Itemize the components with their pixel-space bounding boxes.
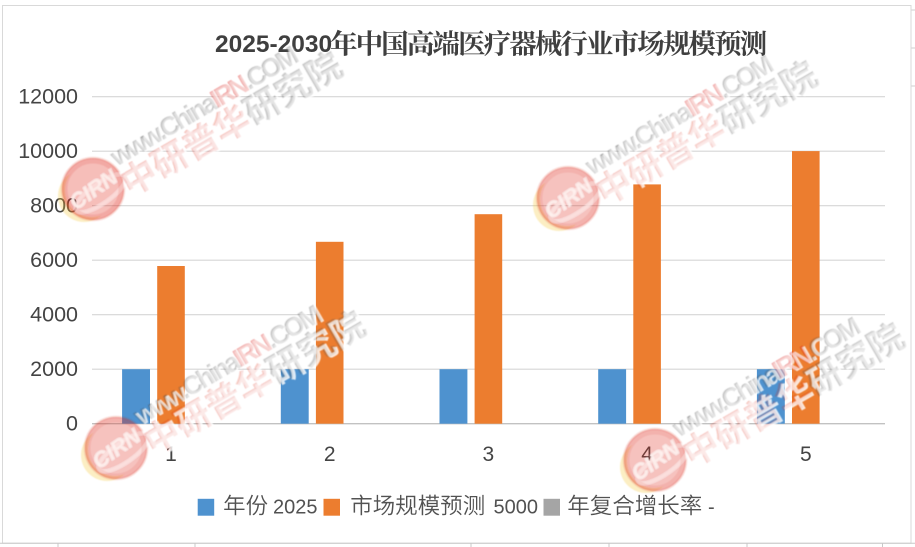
svg-text:4000: 4000 <box>30 303 78 327</box>
svg-text:2000: 2000 <box>30 357 78 381</box>
svg-text:1: 1 <box>165 443 177 466</box>
svg-text:-: - <box>708 497 715 519</box>
svg-text:10000: 10000 <box>18 139 78 163</box>
svg-text:3: 3 <box>483 443 495 466</box>
svg-text:2: 2 <box>324 443 336 466</box>
svg-text:12000: 12000 <box>18 85 78 109</box>
svg-text:6000: 6000 <box>30 248 78 272</box>
svg-text:5000: 5000 <box>494 497 539 519</box>
svg-text:5: 5 <box>800 443 812 466</box>
svg-text:0: 0 <box>66 412 78 436</box>
svg-text:2025: 2025 <box>273 497 318 519</box>
